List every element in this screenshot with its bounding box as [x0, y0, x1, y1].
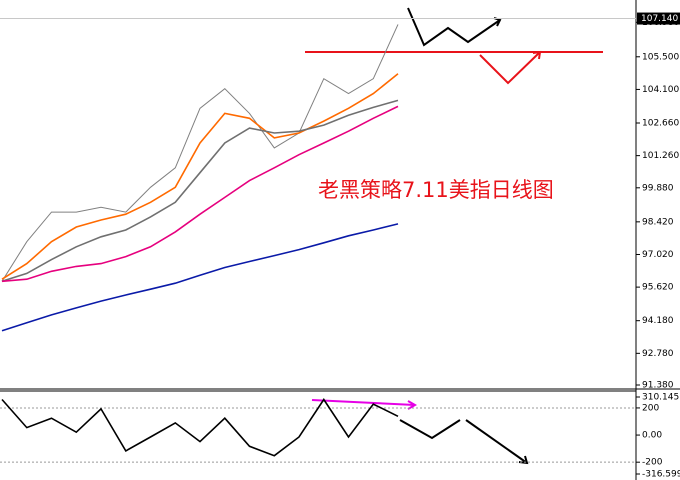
y-tick-label: 310.145	[642, 393, 679, 403]
y-tick-label: 97.020	[642, 250, 674, 260]
y-tick-label: 99.880	[642, 183, 674, 193]
y-tick-label: 98.420	[642, 217, 674, 227]
series-line	[1, 73, 399, 280]
series-line	[1, 223, 399, 332]
y-tick-label: 92.780	[642, 349, 674, 359]
forecast-arrow	[465, 419, 528, 464]
arrow-head	[532, 50, 542, 60]
y-tick-label: 0.00	[642, 431, 662, 441]
forecast-arrow	[407, 7, 501, 47]
forecast-arrow	[479, 51, 541, 85]
series-line	[1, 24, 399, 282]
y-tick-label: 95.620	[642, 283, 674, 293]
y-tick-label: 94.180	[642, 316, 674, 326]
last-price-label: 107.140	[641, 14, 678, 24]
forecast-arrow	[399, 419, 461, 440]
y-tick-label: 200	[642, 403, 659, 413]
divergence-arrow	[311, 399, 416, 406]
series-line	[1, 398, 399, 457]
y-tick-label: 104.100	[642, 85, 679, 95]
y-tick-label: 91.380	[642, 381, 674, 391]
y-tick-label: -316.599	[642, 470, 680, 480]
y-tick-label: 102.660	[642, 118, 679, 128]
y-tick-label: 105.500	[642, 52, 679, 62]
last-price-box	[637, 12, 680, 25]
arrows	[311, 7, 542, 465]
series-line	[1, 105, 399, 283]
y-tick-label: -200	[642, 458, 663, 468]
annotation: 老黑策略7.11美指日线图	[318, 178, 554, 202]
series-line	[1, 99, 399, 283]
y-tick-label: 101.260	[642, 151, 679, 161]
arrow-head	[407, 400, 418, 410]
